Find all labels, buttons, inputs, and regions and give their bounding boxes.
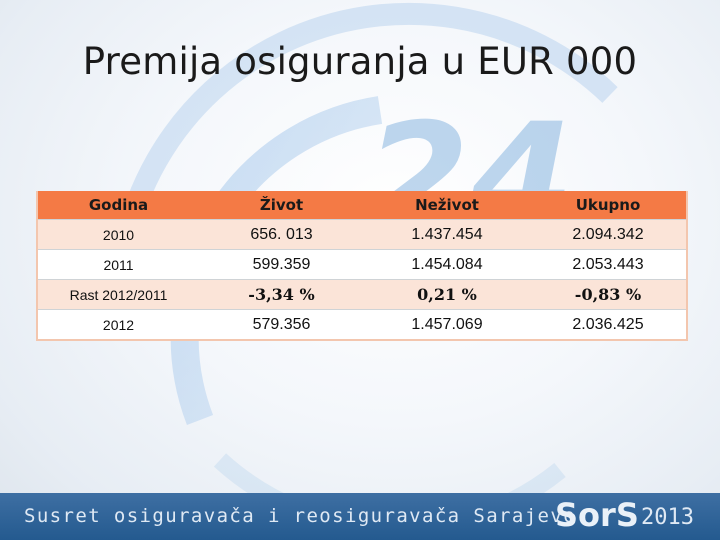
header-ukupno: Ukupno [530, 191, 688, 220]
footer-text: Susret osiguravača i reosiguravača Saraj… [24, 505, 577, 527]
premium-table: Godina Život Neživot Ukupno 2010 656. 01… [36, 191, 688, 341]
cell-nezivot: 1.457.069 [364, 309, 530, 341]
footer-year: 2013 [641, 505, 694, 530]
cell-nezivot: 1.454.084 [364, 249, 530, 280]
cell-zivot: 599.359 [199, 249, 364, 280]
table-row: 2011 599.359 1.454.084 2.053.443 [36, 249, 688, 280]
slide-title: Premija osiguranja u EUR 000 [82, 40, 638, 83]
table-row: 2010 656. 013 1.437.454 2.094.342 [36, 219, 688, 250]
table-header-row: Godina Život Neživot Ukupno [36, 191, 688, 220]
table-row: 2012 579.356 1.457.069 2.036.425 [36, 309, 688, 341]
footer-bar [0, 493, 720, 540]
header-zivot: Život [199, 191, 364, 220]
cell-ukupno: 2.094.342 [530, 219, 688, 250]
cell-zivot: -3,34 % [199, 279, 364, 310]
cell-zivot: 579.356 [199, 309, 364, 341]
header-nezivot: Neživot [364, 191, 530, 220]
cell-ukupno: 2.036.425 [530, 309, 688, 341]
table-row: Rast 2012/2011 -3,34 % 0,21 % -0,83 % [36, 279, 688, 310]
row-label: 2011 [36, 249, 199, 280]
cell-nezivot: 1.437.454 [364, 219, 530, 250]
row-label: 2010 [36, 219, 199, 250]
cell-ukupno: -0,83 % [530, 279, 688, 310]
cell-zivot: 656. 013 [199, 219, 364, 250]
row-label: Rast 2012/2011 [36, 279, 199, 310]
header-godina: Godina [36, 191, 199, 220]
cell-ukupno: 2.053.443 [530, 249, 688, 280]
row-label: 2012 [36, 309, 199, 341]
cell-nezivot: 0,21 % [364, 279, 530, 310]
footer-logo: SorS [555, 496, 639, 534]
